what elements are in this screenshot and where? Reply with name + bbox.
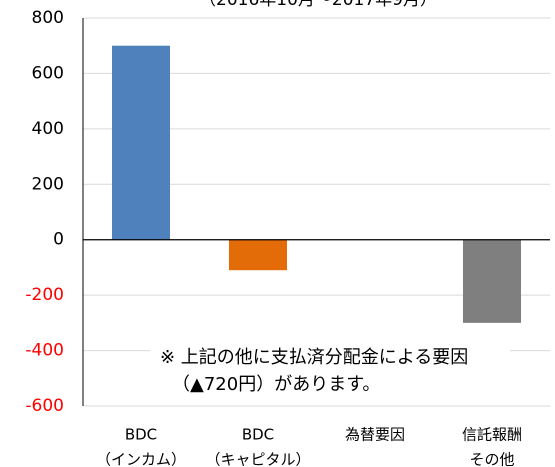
x-tick-label: BDC	[242, 426, 274, 444]
x-tick-label: （インカム）	[96, 451, 186, 467]
bar	[229, 239, 287, 271]
bar	[112, 45, 170, 240]
y-tick-label: 800	[32, 8, 64, 28]
x-tick-label: 信託報酬	[462, 426, 522, 444]
y-tick-label: 0	[53, 230, 64, 250]
y-tick-label: -400	[25, 341, 64, 361]
x-tick-label: 為替要因	[345, 426, 405, 444]
chart-subtitle: （2016年10月～2017年9月）	[199, 0, 437, 10]
x-tick-label: その他	[469, 451, 514, 467]
annotation-box	[150, 343, 510, 401]
annotation: （▲720円）があります。	[172, 374, 380, 395]
annotation: ※ 上記の他に支払済分配金による要因	[160, 347, 468, 368]
y-tick-label: -600	[25, 396, 64, 416]
y-tick-label: 200	[32, 174, 64, 194]
bar	[463, 239, 521, 323]
x-tick-label: （キャピタル）	[205, 451, 310, 467]
x-tick-label: BDC	[125, 426, 157, 444]
y-tick-label: -200	[25, 285, 64, 305]
y-tick-label: 400	[32, 119, 64, 139]
y-tick-label: 600	[32, 63, 64, 83]
